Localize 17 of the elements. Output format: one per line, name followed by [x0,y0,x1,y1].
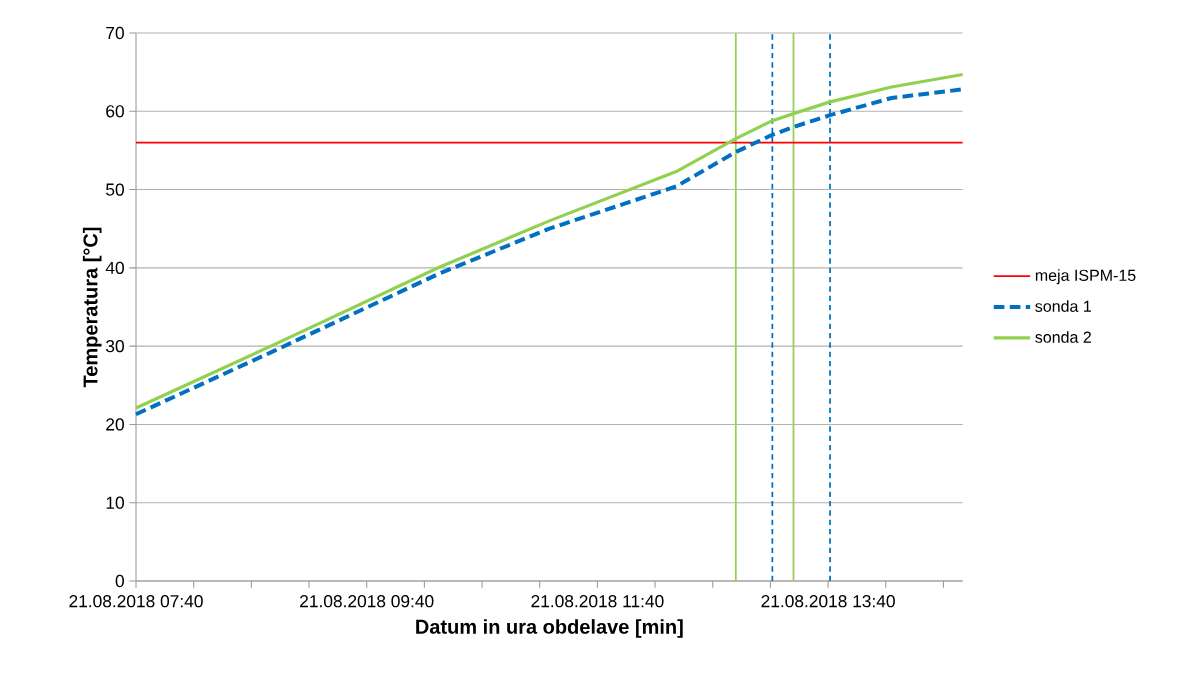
y-tick-label: 10 [106,496,124,509]
legend-label: meja ISPM-15 [1035,269,1136,285]
y-tick-label: 20 [106,418,124,431]
y-tick-label: 50 [106,183,124,196]
x-tick-label: 21.08.2018 09:40 [300,595,434,608]
y-tick-label: 30 [106,340,124,353]
y-axis-title: Temperatura [°C] [82,227,102,388]
legend-label: sonda 2 [1035,331,1091,343]
legend-label: sonda 1 [1035,300,1091,312]
y-tick-label: 0 [115,574,124,588]
y-tick-label: 70 [106,26,124,40]
x-tick-label: 21.08.2018 11:40 [531,595,664,608]
x-tick-label: 21.08.2018 07:40 [69,595,203,608]
y-tick-label: 40 [105,261,124,274]
x-axis-title: Datum in ura obdelave [min] [416,619,683,638]
y-tick-label: 60 [106,105,124,118]
x-tick-label: 21.08.2018 13:40 [761,595,895,608]
